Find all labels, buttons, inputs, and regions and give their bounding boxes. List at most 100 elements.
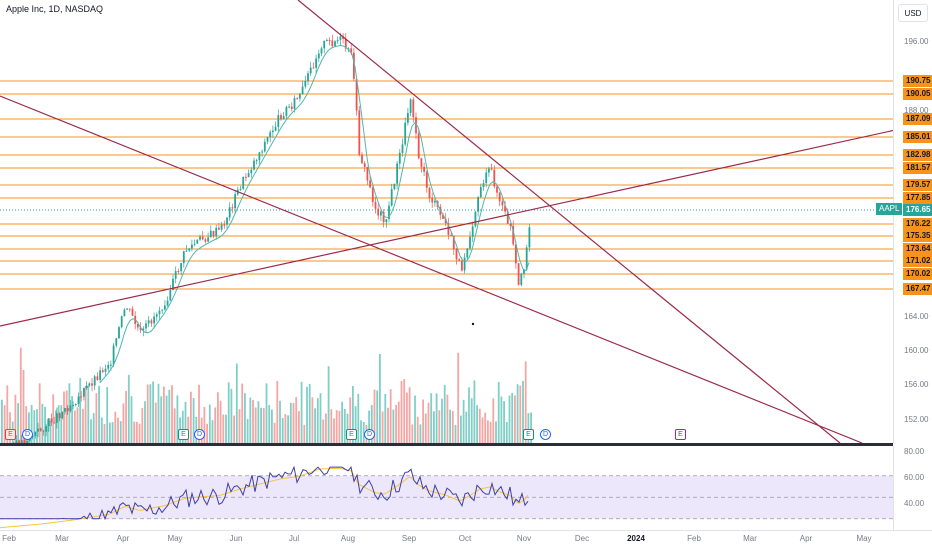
candle-body (455, 249, 458, 260)
candle-body (56, 413, 58, 423)
rsi-pane[interactable] (0, 446, 893, 530)
volume-bar (460, 415, 462, 443)
price-level-label: 171.02 (903, 255, 932, 267)
volume-bar (478, 408, 481, 443)
candle-body (496, 186, 498, 193)
volume-bar (341, 401, 343, 443)
candle-body (72, 404, 74, 406)
volume-bar (481, 417, 484, 443)
dividend-marker: D (22, 429, 33, 440)
pane-separator[interactable] (0, 443, 893, 446)
volume-bar (484, 412, 487, 443)
candle-body (469, 236, 471, 249)
candle-body (309, 67, 312, 74)
volume-bar (419, 424, 422, 443)
moving-average-line (99, 44, 530, 383)
volume-bar (522, 380, 524, 443)
candle-body (431, 197, 434, 203)
candle-body (471, 226, 474, 237)
candle-body (69, 405, 72, 412)
volume-bar (376, 390, 379, 443)
volume-bar (211, 420, 214, 443)
earnings-marker: E (523, 429, 534, 440)
candle-body (350, 48, 353, 53)
price-level-label: 173.64 (903, 243, 932, 255)
volume-bar (76, 407, 79, 443)
volume-bar (333, 418, 335, 443)
rsi-chart[interactable] (0, 446, 893, 530)
candle-body (401, 144, 404, 153)
candle-body (207, 237, 209, 242)
candle-body (501, 201, 504, 206)
candle-body (123, 309, 126, 317)
price-chart[interactable] (0, 0, 893, 443)
volume-bar (406, 392, 408, 443)
month-label: Mar (743, 534, 757, 543)
candle-body (218, 227, 220, 230)
candle-body (412, 99, 415, 118)
candle-body (515, 244, 517, 264)
volume-bar (190, 391, 192, 443)
candle-body (161, 309, 164, 311)
volume-bar (303, 424, 306, 443)
volume-bar (254, 407, 257, 443)
volume-bar (495, 421, 497, 443)
candle-body (112, 345, 115, 365)
volume-bar (214, 407, 217, 443)
month-label: Jun (229, 534, 243, 543)
volume-bar (19, 347, 22, 443)
candle-body (58, 413, 61, 419)
candle-body (34, 431, 37, 436)
candle-body (53, 422, 56, 424)
volume-bar (217, 392, 219, 443)
candle-body (172, 278, 174, 290)
candle-body (226, 217, 228, 225)
volume-bar (422, 399, 424, 443)
candle-body (242, 176, 245, 189)
volume-bar (106, 387, 109, 443)
candle-body (315, 58, 317, 68)
volume-bar (60, 405, 63, 443)
currency-button[interactable]: USD (898, 4, 928, 22)
time-axis[interactable] (0, 530, 932, 551)
candle-body (301, 86, 304, 95)
volume-bar (316, 398, 319, 443)
volume-bar (489, 421, 492, 443)
candle-body (409, 99, 412, 114)
volume-bar (473, 380, 476, 443)
volume-bar (171, 385, 173, 443)
candle-body (158, 310, 161, 315)
candle-body (323, 40, 326, 49)
month-label: Jul (288, 534, 300, 543)
price-chart-pane[interactable]: Apple Inc, 1D, NASDAQ (0, 0, 893, 443)
price-tick-label: 196.00 (904, 37, 929, 46)
price-level-label: 190.05 (903, 88, 932, 100)
price-tick-label: 188.00 (904, 105, 929, 115)
candle-body (258, 152, 261, 161)
volume-bar (1, 399, 3, 443)
volume-bar (322, 419, 325, 443)
volume-bar (241, 383, 244, 443)
month-label: Apr (116, 534, 130, 543)
candle-body (212, 230, 215, 237)
volume-bar (411, 424, 414, 443)
volume-bar (176, 395, 179, 443)
volume-bar (527, 413, 530, 443)
volume-bar (330, 409, 333, 443)
volume-bar (273, 422, 276, 443)
volume-bar (22, 370, 25, 443)
earnings-marker: E (5, 429, 16, 440)
volume-bar (73, 410, 76, 443)
volume-bar (433, 411, 435, 443)
candle-body (245, 176, 247, 178)
candle-body (326, 40, 328, 42)
rsi-scale[interactable] (893, 446, 932, 530)
candle-body (228, 207, 231, 218)
volume-bar (6, 385, 9, 443)
volume-bar (87, 385, 90, 443)
volume-bar (84, 385, 87, 443)
candle-body (120, 316, 123, 328)
candle-body (425, 171, 428, 188)
volume-bar (130, 396, 133, 443)
month-label: 2024 (627, 534, 645, 543)
